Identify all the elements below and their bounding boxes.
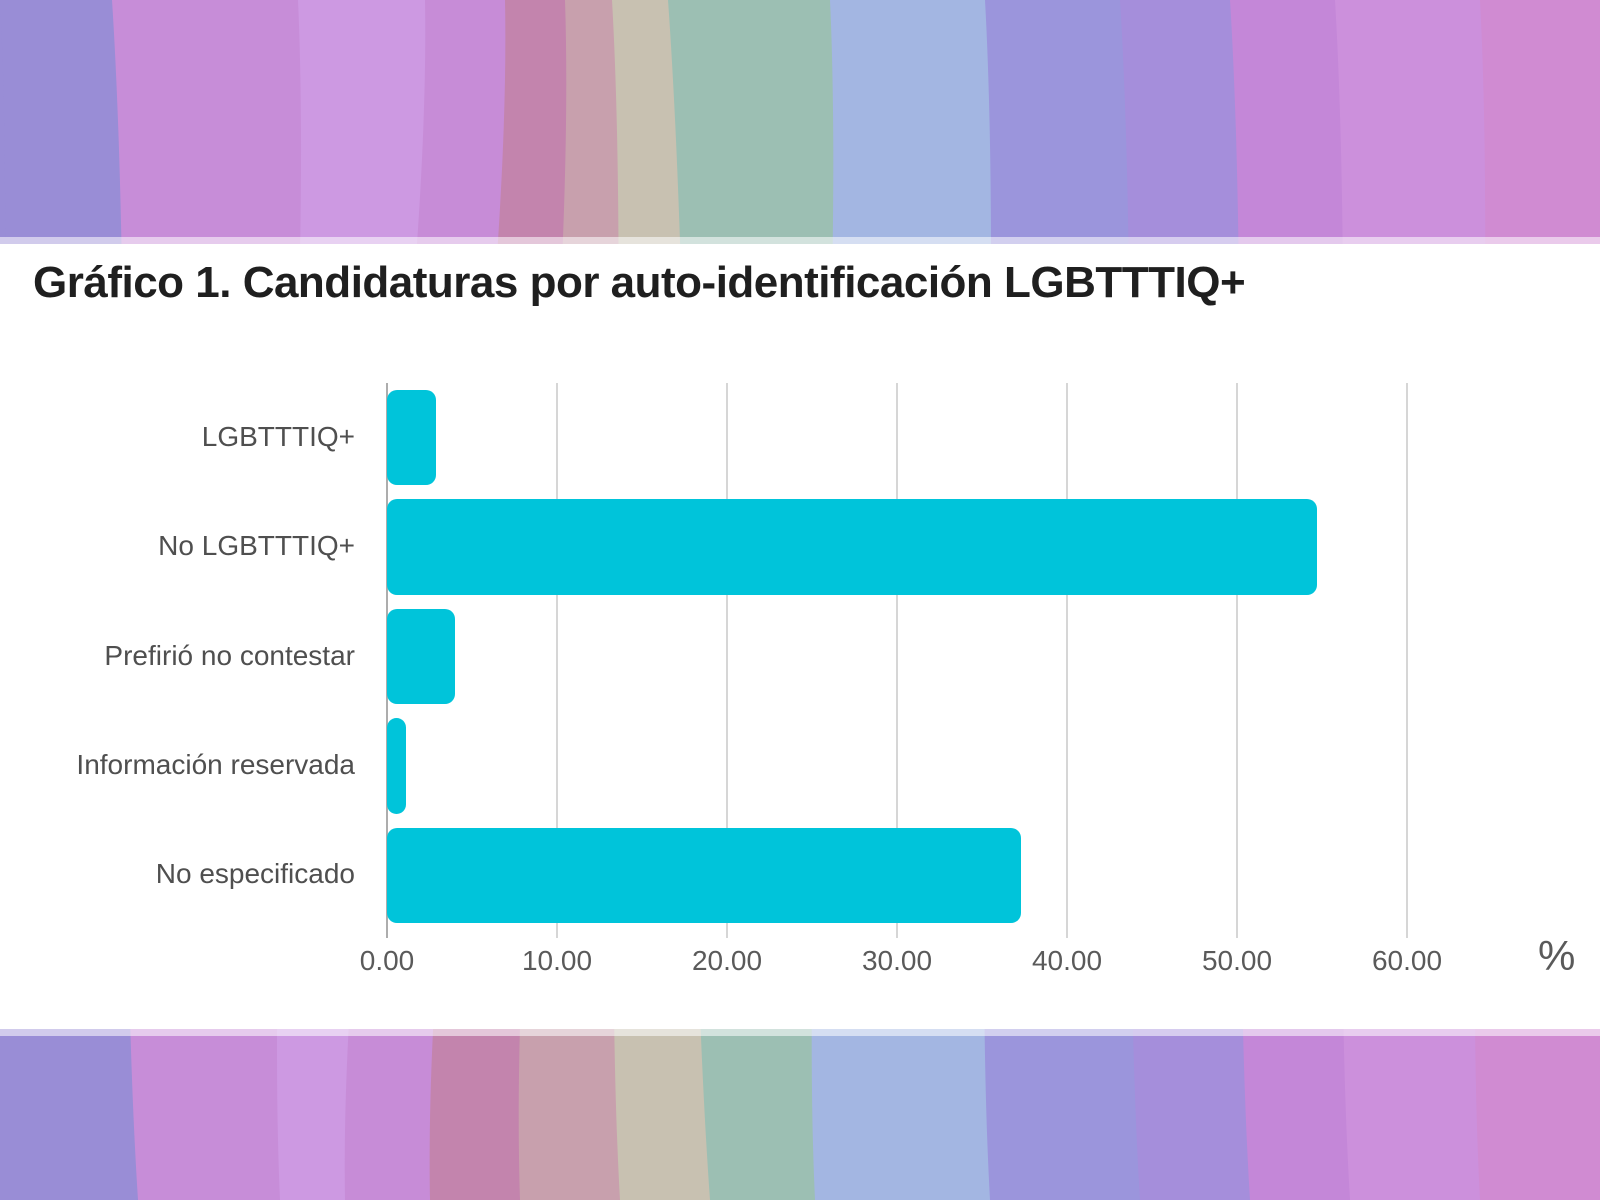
gridline — [896, 383, 898, 938]
category-label: No LGBTTTIQ+ — [158, 530, 355, 562]
gridline — [1236, 383, 1238, 938]
x-axis-unit-label: % — [1538, 932, 1576, 979]
bar-row — [387, 821, 1407, 930]
x-tick-label: 30.00 — [861, 945, 933, 976]
bar-row — [387, 711, 1407, 820]
gridline — [1406, 383, 1408, 938]
x-tick-label: 10.00 — [521, 945, 593, 976]
bar-row — [387, 492, 1407, 601]
category-label: Información reservada — [76, 748, 355, 780]
x-tick-label: 50.00 — [1201, 945, 1273, 976]
bar-2 — [387, 499, 1317, 595]
gridline — [1066, 383, 1068, 938]
bar-row — [387, 602, 1407, 711]
bar-4 — [387, 718, 406, 814]
category-label: Prefirió no contestar — [104, 639, 355, 671]
category-label: No especificado — [155, 858, 355, 890]
bar-row — [387, 383, 1407, 492]
bar-3 — [387, 608, 455, 705]
bar-chart-plot-area — [386, 383, 1408, 938]
bar-1 — [387, 390, 437, 486]
x-tick-label: 60.00 — [1371, 945, 1443, 976]
bar-5 — [387, 827, 1022, 923]
category-label: LGBTTTIQ+ — [201, 420, 355, 452]
chart-title: Gráfico 1. Candidaturas por auto-identif… — [33, 258, 1246, 307]
x-tick-label: 0.00 — [359, 945, 415, 976]
gridline — [556, 383, 558, 938]
x-tick-label: 40.00 — [1031, 945, 1103, 976]
x-tick-label: 20.00 — [691, 945, 763, 976]
gridline — [726, 383, 728, 938]
